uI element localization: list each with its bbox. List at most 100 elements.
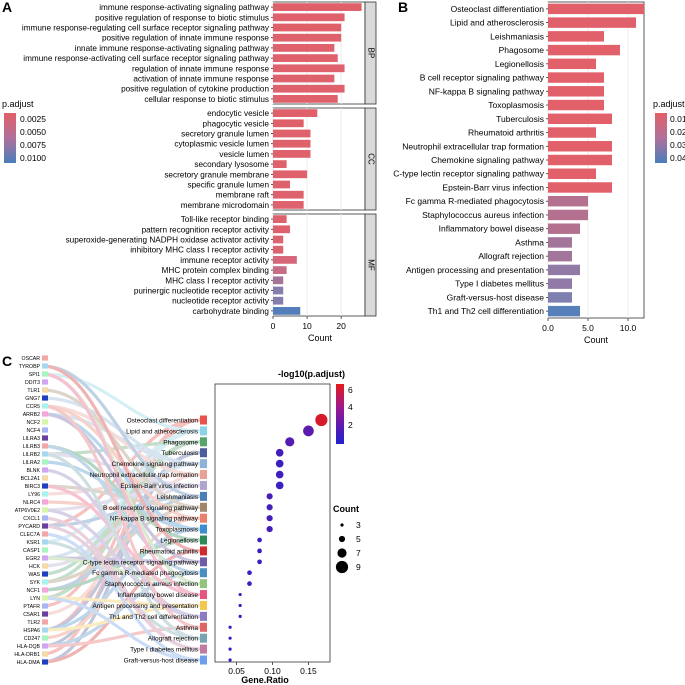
panel-c-gene-label: CCR5 (26, 404, 40, 410)
panel-c-sankey-flow (41, 418, 201, 528)
panel-c-color-legend-label: 4 (348, 402, 353, 412)
panel-a-category-label: cytoplasmic vesicle lumen (174, 140, 269, 149)
panel-c-gene-node (42, 467, 48, 473)
panel-c-sankey-flow (41, 429, 201, 544)
panel-c-dot (275, 459, 284, 468)
panel-c-term-node (200, 513, 207, 523)
panel-a-category-label: cellular response to biotic stimulus (144, 95, 269, 104)
panel-b-category-label: Chemokine signaling pathway (431, 155, 545, 165)
panel-c-sankey-flow (41, 556, 201, 564)
panel-a-legend-title: p.adjust (2, 99, 34, 109)
panel-b-category-label: Neutrophil extracellular trap formation (402, 141, 544, 151)
panel-c-dot (266, 504, 273, 511)
panel-c-sankey-flow (41, 556, 201, 586)
panel-c-term-node (200, 480, 207, 490)
panel-c-gene-node (42, 403, 48, 409)
panel-label-a: A (2, 0, 12, 15)
panel-c-sankey-flow (41, 418, 201, 600)
panel-b-category-label: Phagosome (499, 45, 545, 55)
panel-c-gene-node (42, 563, 48, 569)
panel-c-gene-label: HLA-DRB1 (14, 652, 40, 658)
panel-b-category-label: Asthma (515, 237, 544, 247)
panel-c-term-label: Rheumatoid arthritis (140, 548, 199, 555)
panel-c-dot (266, 515, 273, 522)
panel-c-term-label: Antigen processing and presentation (92, 603, 198, 610)
panel-c-term-node (200, 644, 207, 654)
panel-a-bar (273, 160, 287, 168)
panel-c-term-label: Type I diabetes mellitus (130, 647, 199, 654)
panel-c-gene-node (42, 515, 48, 521)
panel-a-bar (273, 129, 311, 138)
panel-c-sankey-flow (41, 484, 201, 509)
panel-c-term-label: Lipid and atherosclerosis (126, 428, 199, 435)
panel-c-term-node (200, 655, 207, 665)
panel-c-gene-label: PYCARD (18, 524, 40, 530)
panel-c-term-node (200, 535, 207, 545)
panel-b-bar (548, 264, 580, 276)
panel-c-sankey-flow (41, 468, 201, 618)
panel-c-sankey-flow (41, 452, 201, 640)
panel-b-category-label: Allograft rejection (478, 251, 544, 261)
panel-c-sankey-flow (41, 596, 201, 662)
panel-c-gene-label: BLNK (26, 468, 40, 474)
panel-a-facet-label: BP (366, 48, 375, 59)
panel-c-gene-label: HSPA6 (23, 628, 40, 634)
panel-a-category-label: immune receptor activity (180, 256, 270, 265)
panel-c-gene-node (42, 451, 48, 457)
panel-c-dot (247, 570, 252, 576)
panel-a-x-tick-label: 0 (271, 321, 276, 331)
panel-a-bar (273, 180, 291, 189)
panel-c-sankey-flow (41, 472, 201, 496)
panel-c-term-label: Leishmaniasis (157, 494, 199, 501)
panel-a-bar (273, 84, 345, 93)
panel-c-sankey-flow (41, 440, 201, 584)
panel-a-category-label: secretory granule membrane (164, 170, 269, 179)
panel-c-gene-node (42, 571, 48, 577)
panel-c-gene-label: GNG7 (25, 396, 40, 402)
panel-b-category-label: Graft-versus-host disease (447, 292, 545, 302)
panel-c-gene-label: NCF1 (26, 588, 40, 594)
panel-c-term-node (200, 415, 207, 425)
panel-b-category-label: Staphylococcus aureus infection (422, 210, 544, 220)
panel-c-term-node (200, 611, 207, 621)
panel-c-sankey-flow (41, 500, 201, 520)
panel-a-category-label: carbohydrate binding (193, 307, 270, 316)
panel-a-category-label: Toll-like receptor binding (181, 215, 270, 224)
panel-a-bar (273, 170, 308, 179)
panel-c-sankey-flow (41, 418, 201, 608)
panel-a-bar (273, 225, 291, 234)
panel-c-sankey-flow (41, 625, 201, 648)
panel-c-sankey-flow (41, 571, 201, 648)
panel-c-gene-node (42, 643, 48, 649)
panel-b-category-label: Tuberculosis (496, 114, 544, 124)
panel-c-sankey-flow (41, 451, 201, 664)
panel-c-gene-label: C5AR1 (23, 612, 40, 618)
panel-c-size-legend-label: 7 (356, 548, 361, 558)
panel-a-category-label: membrane raft (216, 191, 270, 200)
panel-c-dot (238, 614, 242, 618)
panel-a-bar (273, 64, 345, 73)
panel-b-category-label: C-type lectin receptor signaling pathway (393, 169, 544, 179)
panel-a-category-label: positive regulation of cytokine producti… (121, 85, 269, 94)
panel-c-gene-label: HLA-DQB (17, 644, 41, 650)
panel-b-legend-label: 0.03 (670, 140, 685, 150)
panel-c-term-node (200, 437, 207, 447)
panel-a-category-label: purinergic nucleotide receptor activity (134, 287, 270, 296)
panel-c-gene-node (42, 531, 48, 537)
panel-c-gene-label: ARRB2 (23, 412, 40, 418)
panel-b-legend-title: p.adjust (653, 99, 685, 109)
panel-c-gene-node (42, 371, 48, 377)
panel-a-category-label: activation of innate immune response (133, 75, 269, 84)
panel-c-gene-label: SYK (30, 580, 41, 586)
panel-b-category-label: Osteoclast differentiation (451, 4, 545, 14)
panel-a-category-label: nucleotide receptor activity (172, 297, 270, 306)
panel-b-category-label: Epstein-Barr virus infection (442, 182, 544, 192)
panel-c-gene-node (42, 483, 48, 489)
panel-c-sankey-flow (41, 451, 201, 648)
panel-b-bar (548, 278, 572, 289)
panel-c-dot (257, 548, 262, 554)
panel-c-gene-node (42, 443, 48, 449)
panel-c-size-legend-label: 9 (356, 562, 361, 572)
panel-c-sankey-flow (41, 429, 201, 584)
panel-c-gene-label: BIRC3 (25, 484, 40, 490)
